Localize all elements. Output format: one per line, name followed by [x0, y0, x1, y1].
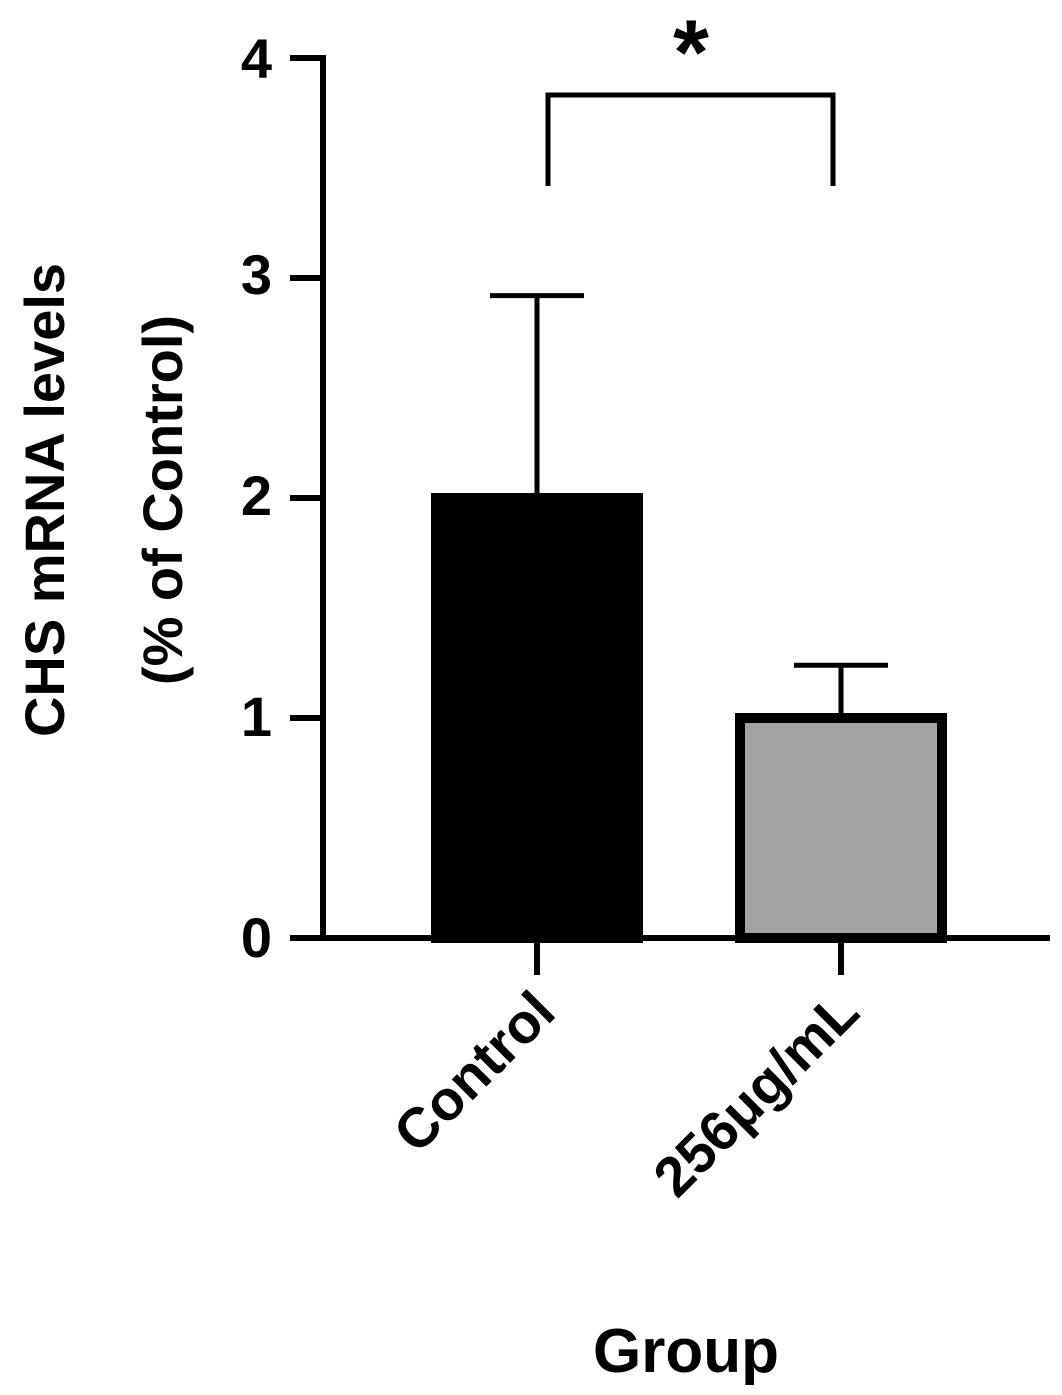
- y-tick-label-3: 3: [241, 243, 272, 306]
- y-tick-label-4: 4: [241, 27, 272, 90]
- bar-256ug-ml: [735, 713, 947, 943]
- y-tick-label-1: 1: [241, 685, 272, 748]
- bar-control: [431, 493, 643, 943]
- x-tick-label-control: Control: [381, 979, 566, 1164]
- x-tick-label-256: 256μg/mL: [641, 979, 870, 1208]
- y-tick-label-0: 0: [241, 906, 272, 969]
- y-axis-label-sub: (% of Control): [131, 315, 194, 685]
- significance-marker: *: [673, 2, 709, 104]
- y-axis-label: CHS mRNA levels: [13, 263, 76, 737]
- significance-bracket: [545, 92, 836, 186]
- y-tick-label-2: 2: [241, 464, 272, 527]
- x-axis-label: Group: [593, 1317, 779, 1386]
